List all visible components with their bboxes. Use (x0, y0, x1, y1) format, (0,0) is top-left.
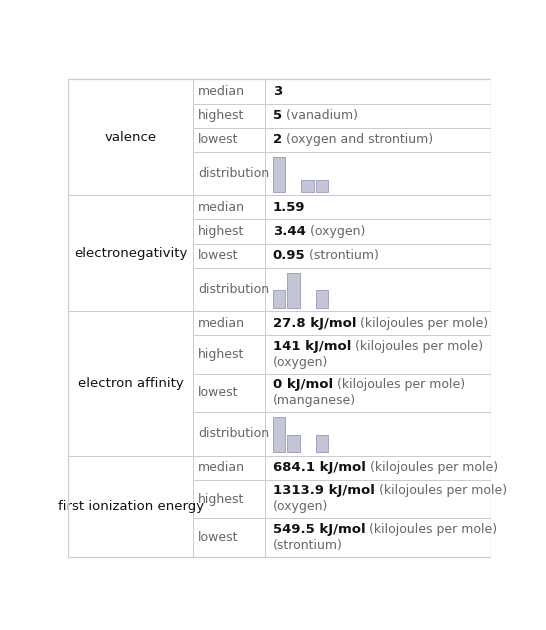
Text: 549.5 kJ/mol: 549.5 kJ/mol (272, 523, 365, 536)
Bar (287, 273, 300, 307)
Text: (strontium): (strontium) (272, 539, 342, 552)
Bar (265, 455, 491, 480)
Text: 1313.9 kJ/mol: 1313.9 kJ/mol (272, 484, 375, 497)
Bar (316, 180, 329, 192)
Bar (301, 180, 314, 192)
Bar (193, 244, 265, 268)
Bar (193, 412, 265, 455)
Text: 141 kJ/mol: 141 kJ/mol (272, 340, 351, 353)
Bar (265, 244, 491, 268)
Text: electronegativity: electronegativity (74, 247, 187, 260)
Text: median: median (198, 201, 245, 214)
Text: (oxygen and strontium): (oxygen and strontium) (282, 133, 433, 146)
Text: 27.8 kJ/mol: 27.8 kJ/mol (272, 317, 356, 329)
Bar (68, 455, 193, 557)
Text: 684.1 kJ/mol: 684.1 kJ/mol (272, 461, 365, 474)
Bar (265, 268, 491, 311)
Bar (68, 195, 193, 311)
Text: (manganese): (manganese) (272, 394, 356, 407)
Bar (265, 103, 491, 128)
Bar (68, 311, 193, 455)
Text: median: median (198, 85, 245, 98)
Bar (193, 128, 265, 152)
Text: lowest: lowest (198, 531, 239, 544)
Text: lowest: lowest (198, 386, 239, 399)
Bar (193, 374, 265, 412)
Bar (316, 290, 329, 307)
Text: 1.59: 1.59 (272, 201, 305, 214)
Text: 2: 2 (272, 133, 282, 146)
Bar (193, 335, 265, 374)
Bar (193, 311, 265, 335)
Text: highest: highest (198, 348, 245, 361)
Text: distribution: distribution (198, 283, 269, 296)
Bar (193, 455, 265, 480)
Bar (193, 219, 265, 244)
Bar (193, 480, 265, 518)
Bar (193, 268, 265, 311)
Text: 0 kJ/mol: 0 kJ/mol (272, 378, 333, 391)
Bar (193, 152, 265, 195)
Text: (kilojoules per mole): (kilojoules per mole) (351, 340, 483, 353)
Text: (strontium): (strontium) (305, 249, 379, 262)
Bar (265, 335, 491, 374)
Text: distribution: distribution (198, 428, 269, 440)
Text: highest: highest (198, 109, 245, 122)
Bar (265, 412, 491, 455)
Text: (oxygen): (oxygen) (306, 225, 365, 238)
Text: valence: valence (105, 131, 157, 144)
Text: first ionization energy: first ionization energy (57, 500, 204, 513)
Bar (193, 103, 265, 128)
Bar (193, 518, 265, 557)
Text: highest: highest (198, 493, 245, 506)
Text: 0.95: 0.95 (272, 249, 305, 262)
Text: 3: 3 (272, 85, 282, 98)
Text: (kilojoules per mole): (kilojoules per mole) (333, 378, 465, 391)
Bar (265, 195, 491, 219)
Text: 3.44: 3.44 (272, 225, 306, 238)
Bar (265, 79, 491, 103)
Bar (68, 79, 193, 195)
Text: 5: 5 (272, 109, 282, 122)
Text: (kilojoules per mole): (kilojoules per mole) (356, 317, 488, 329)
Text: (oxygen): (oxygen) (272, 356, 328, 369)
Bar (265, 219, 491, 244)
Bar (316, 435, 329, 452)
Text: (kilojoules per mole): (kilojoules per mole) (365, 461, 497, 474)
Text: (oxygen): (oxygen) (272, 500, 328, 513)
Bar (287, 435, 300, 452)
Text: median: median (198, 461, 245, 474)
Bar (193, 79, 265, 103)
Text: lowest: lowest (198, 133, 239, 146)
Text: (vanadium): (vanadium) (282, 109, 358, 122)
Bar (272, 157, 286, 192)
Bar (265, 152, 491, 195)
Text: (kilojoules per mole): (kilojoules per mole) (375, 484, 507, 497)
Text: median: median (198, 317, 245, 329)
Bar (265, 311, 491, 335)
Text: lowest: lowest (198, 249, 239, 262)
Text: highest: highest (198, 225, 245, 238)
Bar (265, 480, 491, 518)
Bar (265, 518, 491, 557)
Text: (kilojoules per mole): (kilojoules per mole) (365, 523, 497, 536)
Bar (193, 195, 265, 219)
Bar (272, 418, 286, 452)
Text: distribution: distribution (198, 167, 269, 180)
Bar (265, 128, 491, 152)
Text: electron affinity: electron affinity (78, 377, 183, 390)
Bar (272, 290, 286, 307)
Bar (265, 374, 491, 412)
